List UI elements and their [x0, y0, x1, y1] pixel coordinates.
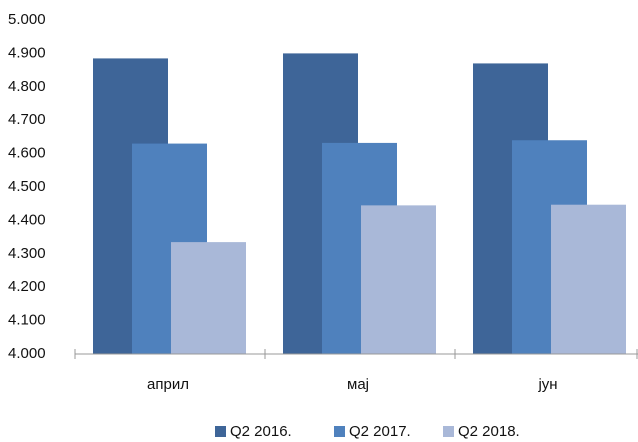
y-tick-label: 4.200 — [8, 278, 46, 295]
bar — [361, 205, 436, 354]
y-tick-label: 4.700 — [8, 111, 46, 128]
bar — [551, 204, 626, 354]
x-tick-label: април — [147, 376, 189, 393]
x-tick-label: јун — [537, 376, 557, 393]
x-tick-label: мај — [347, 376, 369, 393]
y-tick-label: 4.000 — [8, 345, 46, 362]
legend-label: Q2 2018. — [458, 423, 520, 440]
legend-swatch — [334, 426, 345, 437]
y-tick-label: 4.300 — [8, 245, 46, 262]
y-tick-label: 4.900 — [8, 44, 46, 61]
legend-label: Q2 2017. — [349, 423, 411, 440]
y-tick-label: 4.800 — [8, 78, 46, 95]
y-tick-label: 4.600 — [8, 145, 46, 162]
y-tick-label: 4.400 — [8, 211, 46, 228]
legend-label: Q2 2016. — [230, 423, 292, 440]
legend-swatch — [443, 426, 454, 437]
legend-swatch — [215, 426, 226, 437]
bar — [171, 242, 246, 354]
y-tick-label: 4.100 — [8, 312, 46, 329]
y-tick-label: 4.500 — [8, 178, 46, 195]
y-tick-label: 5.000 — [8, 11, 46, 28]
